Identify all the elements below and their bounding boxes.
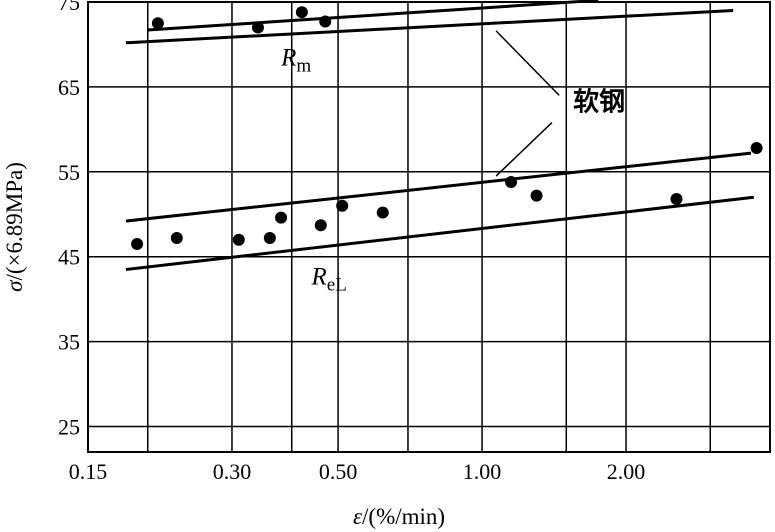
x-tick-labels: 0.15 0.30 0.50 1.00 2.00 [69,459,646,484]
rel-label-sub: eL [327,275,347,296]
rel-band-lower [125,195,754,271]
rel-data-point [275,211,288,224]
rel-data-point [376,206,389,219]
grid-lines [87,1,770,452]
rel-data-point [750,142,763,155]
x-axis-unit: /(%/min) [362,504,445,529]
rel-data-point [232,233,245,246]
leader-lines [495,30,560,177]
x-tick-label: 1.00 [463,459,502,484]
data-points [131,6,763,250]
rel-data-point [131,237,144,250]
y-tick-labels: 25 35 45 55 65 75 [58,0,80,440]
y-tick-label: 55 [58,160,80,185]
rel-data-point [314,219,327,232]
y-tick-label: 25 [58,415,80,440]
rm-band-upper [147,0,599,32]
y-tick-label: 65 [58,75,80,100]
rel-label: ReL [311,264,347,296]
rel-data-point [670,192,683,205]
rel-data-point [505,176,518,188]
plot-frame [87,1,771,453]
rm-data-point [151,17,164,30]
rm-data-point [251,21,264,34]
x-tick-label: 0.30 [213,459,252,484]
y-axis-symbol: σ [2,279,27,292]
y-axis-title: σ/(×6.89MPa) [2,162,27,292]
rm-label-main: R [280,45,296,72]
y-tick-label: 45 [58,245,80,270]
y-tick-label: 75 [58,0,80,15]
x-tick-label: 0.15 [69,459,108,484]
x-tick-label: 0.50 [319,459,358,484]
annotations: Rm ReL 软钢 [280,30,625,296]
rel-data-point [263,232,276,245]
rel-band-upper [125,151,752,223]
rel-label-main: R [311,264,327,291]
rm-label: Rm [280,45,311,77]
y-axis-unit: /(×6.89MPa) [2,162,27,280]
rel-data-point [170,232,183,245]
x-axis-title: ε/(%/min) [353,504,445,529]
trend-bands [125,0,754,271]
rm-data-point [319,15,332,28]
rel-data-point [530,189,543,202]
x-axis-symbol: ε [353,504,363,529]
leader-line [495,30,560,96]
material-label: 软钢 [573,88,625,118]
rm-data-point [295,6,308,19]
y-tick-label: 35 [58,330,80,355]
rm-label-sub: m [296,56,311,77]
rm-band-lower [125,8,734,45]
rel-data-point [336,199,349,212]
x-tick-label: 2.00 [607,459,646,484]
leader-line [495,122,553,177]
